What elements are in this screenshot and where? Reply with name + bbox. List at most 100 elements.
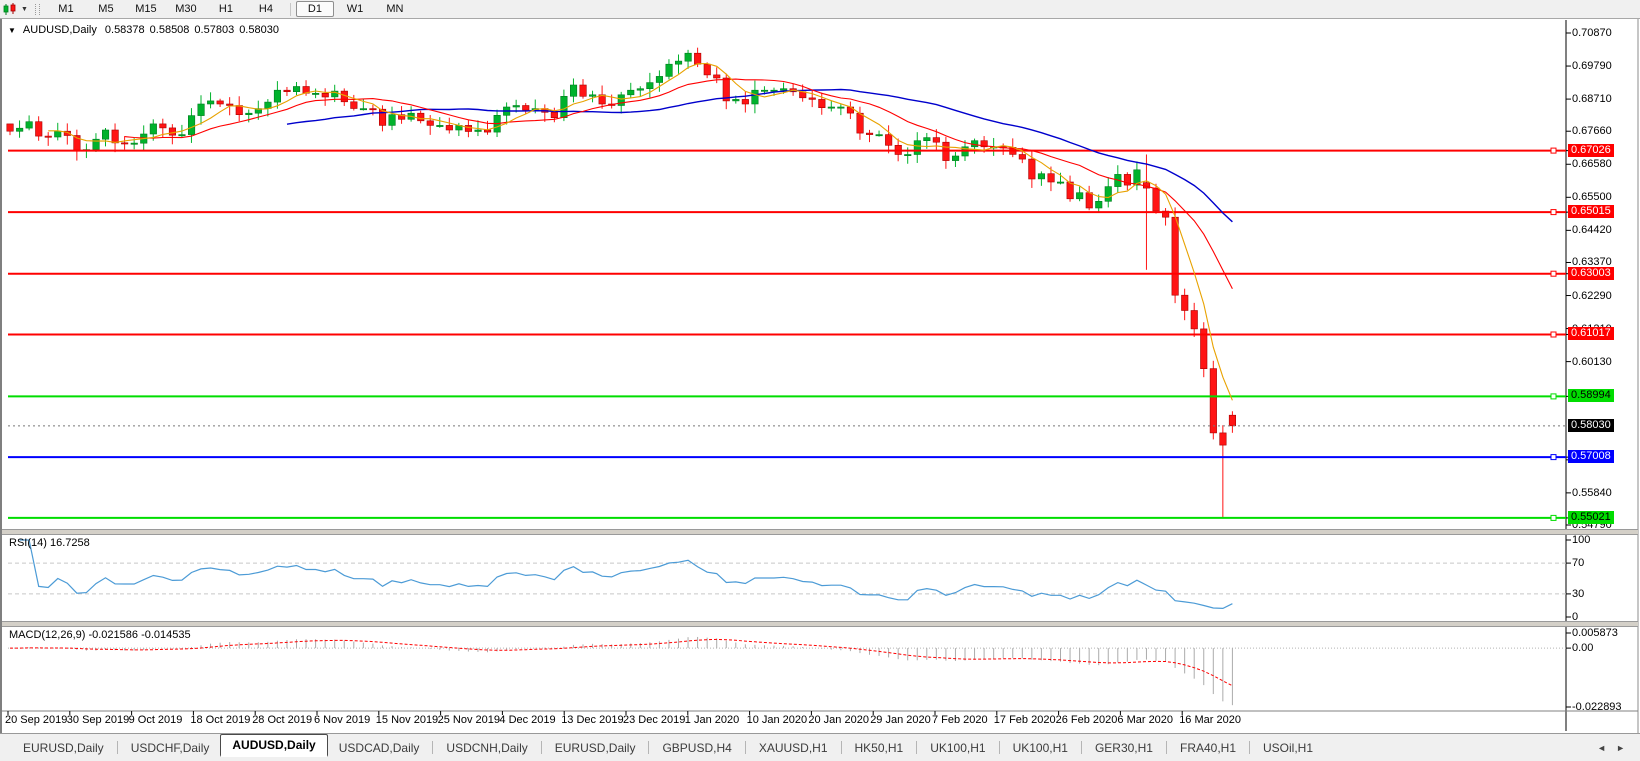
chart-tab-usoil-h1[interactable]: USOil,H1 <box>1263 740 1314 755</box>
chart-tab-eurusd-daily[interactable]: EURUSD,Daily <box>554 740 636 755</box>
timeframe-button-h4[interactable]: H4 <box>258 3 273 15</box>
date-axis-label: 29 Jan 2020 <box>870 714 931 726</box>
macd-axis-tick: 0.00 <box>1572 642 1594 655</box>
chart-tab-usdcnh-daily[interactable]: USDCNH,Daily <box>446 740 528 755</box>
timeframe-button-d1[interactable]: D1 <box>295 1 334 17</box>
chart-tab-bar: EURUSD,Daily USDCHF,Daily AUDUSD,Daily USDC… <box>0 733 1640 761</box>
date-axis-label: 28 Oct 2019 <box>252 714 313 726</box>
date-axis-label: 1 Jan 2020 <box>684 714 740 726</box>
rsi-axis-tick: 70 <box>1572 557 1585 570</box>
chart-tab-uk100-h1[interactable]: UK100,H1 <box>1012 740 1068 755</box>
chevron-down-icon: ▼ <box>21 5 28 13</box>
date-axis-label: 18 Oct 2019 <box>190 714 251 726</box>
price-axis-tick: 0.60130 <box>1572 355 1612 368</box>
price-axis-tick: 0.62290 <box>1572 289 1612 302</box>
price-axis-tick: 0.68710 <box>1572 93 1612 106</box>
chart-tab-xauusd-h1[interactable]: XAUUSD,H1 <box>758 740 828 755</box>
rsi-axis-tick: 30 <box>1572 587 1585 600</box>
price-axis-tick: 0.55840 <box>1572 486 1612 499</box>
timeframe-buttons: M1 M5 M15 M30 H1 H4 D1 W1 MN <box>46 1 415 17</box>
macd-axis-tick: -0.022893 <box>1572 701 1622 713</box>
price-line-label: 0.55021 <box>1568 510 1614 524</box>
tab-separator <box>998 741 1000 754</box>
tab-scroll-arrows: ◄ ► <box>1592 743 1640 753</box>
tab-separator <box>916 741 918 754</box>
timeframe-button-h1[interactable]: H1 <box>218 3 233 15</box>
price-line-label: 0.63003 <box>1568 266 1614 280</box>
date-axis-label: 6 Mar 2020 <box>1117 714 1174 726</box>
timeframe-button-m30[interactable]: M30 <box>175 3 197 15</box>
close-value: 0.58030 <box>239 24 279 36</box>
date-axis-label: 26 Feb 2020 <box>1055 714 1118 726</box>
timeframe-button-mn[interactable]: MN <box>386 3 404 15</box>
open-value: 0.58378 <box>104 24 145 36</box>
rsi-indicator-label: RSI(14) 16.7258 <box>9 537 90 549</box>
chart-title: ▼ AUDUSD,Daily 0.58378 0.58508 0.57803 0.5803… <box>8 24 279 36</box>
toolbar-grip[interactable] <box>34 3 40 15</box>
date-axis-label: 17 Feb 2020 <box>993 714 1056 726</box>
high-value: 0.58508 <box>149 24 190 36</box>
panel-splitter-rsi[interactable] <box>2 529 1638 535</box>
chart-tabs: EURUSD,Daily USDCHF,Daily AUDUSD,Daily USDC… <box>12 734 1324 759</box>
tab-separator <box>1080 741 1082 754</box>
date-axis-label: 20 Jan 2020 <box>808 714 869 726</box>
chart-tab-usdchf-daily[interactable]: USDCHF,Daily <box>130 740 210 755</box>
date-axis-label: 10 Jan 2020 <box>746 714 808 726</box>
chart-tab-usdcad-daily[interactable]: USDCAD,Daily <box>338 740 420 755</box>
current-price-label: 0.58030 <box>1568 418 1614 432</box>
price-line-label: 0.57008 <box>1568 450 1614 464</box>
date-axis-label: 23 Dec 2019 <box>623 714 686 726</box>
low-value: 0.57803 <box>194 24 235 36</box>
candlestick-chart-icon <box>3 2 16 15</box>
chart-tab-hk50-h1[interactable]: HK50,H1 <box>854 740 904 755</box>
timeframe-button-m15[interactable]: M15 <box>135 3 157 15</box>
price-axis-tick: 0.67660 <box>1572 125 1612 138</box>
tab-separator <box>1165 741 1167 754</box>
tab-scroll-left-icon[interactable]: ◄ <box>1597 742 1607 753</box>
tab-separator <box>432 741 434 754</box>
chart-tab-audusd-daily[interactable]: AUDUSD,Daily <box>220 734 328 757</box>
tab-separator <box>116 741 118 754</box>
tab-separator <box>540 741 542 754</box>
macd-axis-tick: 0.005873 <box>1572 627 1618 639</box>
date-axis-label: 30 Sep 2019 <box>66 714 130 726</box>
price-line-label: 0.67026 <box>1568 143 1614 157</box>
toolbar-separator <box>289 2 291 16</box>
tab-scroll-right-icon[interactable]: ► <box>1616 742 1625 753</box>
date-axis-label: 9 Oct 2019 <box>128 714 183 726</box>
price-line-label: 0.61017 <box>1568 327 1614 341</box>
price-axis-tick: 0.65500 <box>1572 191 1612 204</box>
price-axis-tick: 0.66580 <box>1572 158 1612 171</box>
price-axis-tick: 0.63370 <box>1572 256 1612 269</box>
date-axis-label: 16 Mar 2020 <box>1179 714 1241 726</box>
timeframe-button-m1[interactable]: M1 <box>58 3 74 15</box>
chart-type-button[interactable]: ▼ <box>0 2 31 16</box>
timeframe-button-w1[interactable]: W1 <box>346 3 364 15</box>
tab-separator <box>744 741 746 754</box>
price-line-label: 0.65015 <box>1568 205 1614 219</box>
chart-tab-uk100-h1[interactable]: UK100,H1 <box>930 740 986 755</box>
tab-separator <box>648 741 650 754</box>
chart-tab-gbpusd-h4[interactable]: GBPUSD,H4 <box>662 740 732 755</box>
date-axis-label: 13 Dec 2019 <box>561 714 624 726</box>
macd-indicator-label: MACD(12,26,9) -0.021586 -0.014535 <box>9 629 191 641</box>
chart-tab-ger30-h1[interactable]: GER30,H1 <box>1094 740 1153 755</box>
symbol-label: AUDUSD,Daily <box>22 24 97 36</box>
price-line-label: 0.58994 <box>1568 389 1614 403</box>
chart-tab-eurusd-daily[interactable]: EURUSD,Daily <box>23 740 104 755</box>
date-axis-label: 4 Dec 2019 <box>499 714 556 726</box>
date-axis-label: 7 Feb 2020 <box>932 714 988 726</box>
price-axis-tick: 0.70870 <box>1572 27 1612 39</box>
date-axis-label: 6 Nov 2019 <box>314 714 371 726</box>
timeframe-button-m5[interactable]: M5 <box>98 3 114 15</box>
price-axis-tick: 0.69790 <box>1572 60 1612 73</box>
tab-separator <box>840 741 842 754</box>
tab-separator <box>1249 741 1251 754</box>
date-axis-label: 25 Nov 2019 <box>437 714 500 726</box>
rsi-axis-tick: 0 <box>1572 611 1579 623</box>
date-axis-label: 15 Nov 2019 <box>375 714 439 726</box>
panel-splitter-macd[interactable] <box>2 621 1638 627</box>
chart-tab-fra40-h1[interactable]: FRA40,H1 <box>1179 740 1237 755</box>
date-axis-label: 20 Sep 2019 <box>5 714 68 726</box>
